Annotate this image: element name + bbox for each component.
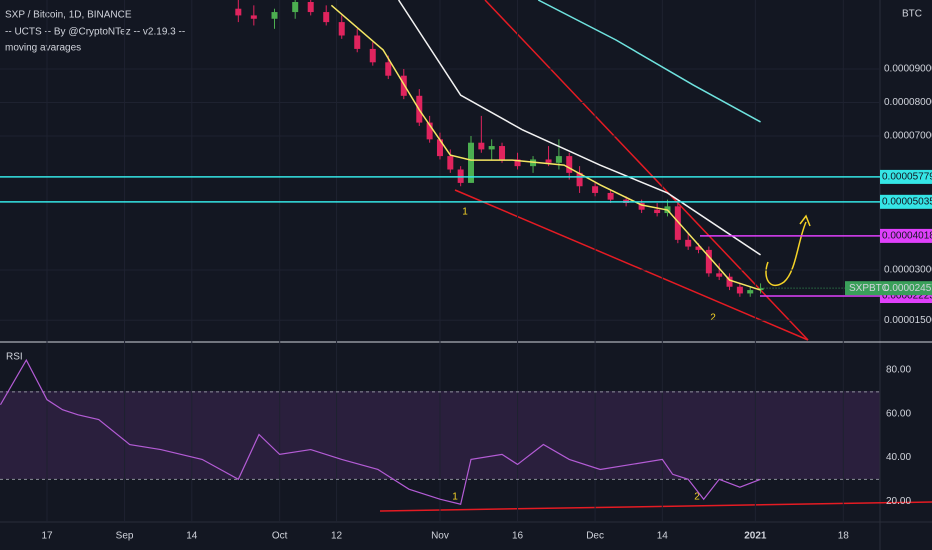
moving-average: [330, 4, 761, 291]
indicator-label: -- UCTS -- By @CryptoNTez -- v2.19.3 --: [5, 27, 185, 38]
candle-body: [757, 288, 764, 291]
candle-body: [685, 239, 692, 247]
rsi-title: RSI: [6, 352, 23, 363]
candle-body: [385, 62, 392, 76]
candle-body: [488, 146, 495, 150]
projection-arrow: [765, 221, 807, 287]
y-tick-label: 0.00001500: [884, 315, 932, 326]
candle-body: [592, 186, 599, 193]
level-label: 0.00005779: [882, 172, 932, 183]
indicator-label: moving avarages: [5, 43, 81, 54]
x-tick-label: 18: [838, 531, 850, 542]
candle-body: [716, 273, 723, 277]
x-tick-label: 14: [186, 531, 198, 542]
level-box: [880, 169, 932, 184]
moving-average: [537, 0, 761, 123]
x-tick-label: 2021: [744, 531, 767, 542]
candle-body: [726, 276, 733, 287]
last-price-box: [845, 281, 932, 296]
candle-body: [747, 290, 754, 294]
y-tick-label: 80.00: [886, 365, 911, 376]
annotation: 2: [710, 313, 716, 324]
candle-body: [674, 206, 681, 240]
y-tick-label: 40.00: [886, 452, 911, 463]
candle-body: [576, 172, 583, 187]
annotation: 2: [694, 492, 700, 503]
annotation: 1: [452, 492, 458, 503]
candle-body: [307, 2, 314, 13]
level-label: 0.00005035: [882, 196, 932, 207]
candle-body: [323, 12, 330, 23]
candle-body: [250, 15, 257, 19]
candle-body: [354, 35, 361, 49]
candle-body: [545, 159, 552, 163]
annotation: 1: [462, 207, 468, 218]
candle-body: [447, 156, 454, 170]
x-tick-label: Dec: [586, 531, 604, 542]
candle-body: [695, 246, 702, 250]
y-tick-label: 0.00008000: [884, 97, 932, 108]
candle-body: [271, 12, 278, 19]
candle-body: [638, 202, 645, 210]
rsi-line: [0, 358, 761, 505]
candle-body: [478, 142, 485, 150]
x-tick-label: Sep: [116, 531, 134, 542]
level-label: 0.00004018: [882, 231, 932, 242]
candle-body: [467, 142, 474, 183]
x-tick-label: Oct: [272, 531, 288, 542]
chart-title: SXP / Bitcoin, 1D, BINANCE: [5, 10, 132, 21]
trend-line: [454, 189, 809, 341]
level-box: [880, 194, 932, 209]
y-tick-label: 0.00003000: [884, 265, 932, 276]
y-tick-label: 0.00007000: [884, 131, 932, 142]
candle-body: [292, 2, 299, 13]
candle-body: [436, 139, 443, 157]
trend-line: [484, 0, 809, 341]
candle-body: [555, 156, 562, 163]
x-tick-label: 14: [657, 531, 669, 542]
candle-body: [566, 156, 573, 173]
candle-body: [400, 75, 407, 96]
candle-body: [235, 8, 242, 16]
candle-body: [338, 22, 345, 36]
candle-body: [514, 159, 521, 167]
candle-body: [369, 48, 376, 63]
candle-body: [499, 146, 506, 160]
candle-body: [426, 122, 433, 140]
candle-body: [705, 249, 712, 274]
rsi-trend-line: [379, 501, 932, 512]
y-tick-label: 20.00: [886, 496, 911, 507]
y-tick-label: 0.00009000: [884, 64, 932, 75]
level-label: 0.00002223: [882, 291, 932, 302]
x-tick-label: Nov: [431, 531, 449, 542]
x-tick-label: 17: [41, 531, 53, 542]
level-box: [880, 228, 932, 243]
moving-average: [397, 0, 761, 256]
candle-body: [607, 192, 614, 200]
x-tick-label: 16: [512, 531, 524, 542]
unit-label: BTC: [902, 9, 922, 20]
last-price-name: SXPBTC: [849, 283, 889, 294]
x-tick-label: 12: [331, 531, 343, 542]
last-price-label: 0.00002457: [884, 283, 932, 294]
candle-body: [736, 286, 743, 294]
y-tick-label: 60.00: [886, 408, 911, 419]
arrow-head: [799, 214, 811, 227]
candle-body: [654, 209, 661, 214]
